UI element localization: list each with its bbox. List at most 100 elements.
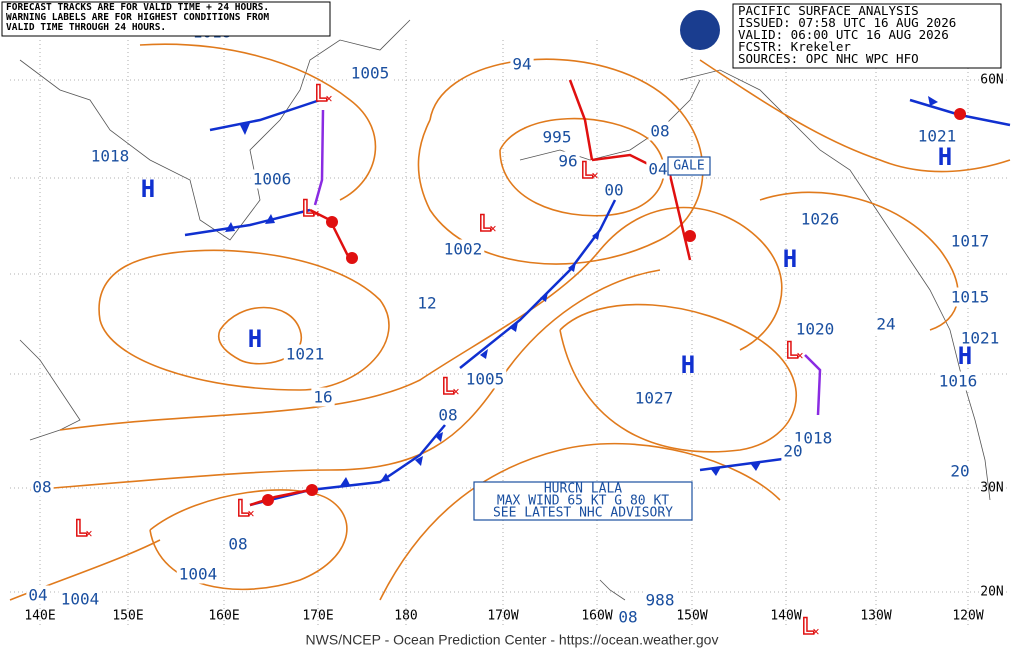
label-backdrop <box>915 126 959 146</box>
isobar-label: 96 <box>558 152 577 171</box>
advisory-line: SEE LATEST NHC ADVISORY <box>493 506 673 521</box>
label-backdrop <box>948 231 992 251</box>
label-backdrop <box>793 319 837 339</box>
gale-warning: GALE <box>673 159 704 174</box>
isobar-label: 24 <box>876 315 895 334</box>
front-barbs <box>225 96 938 486</box>
isobar-label: 1017 <box>951 232 990 251</box>
label-backdrop <box>348 63 392 83</box>
isobar-label: 20 <box>950 462 969 481</box>
longitude-label: 180 <box>394 609 417 624</box>
advisory-line: HURCN LALA <box>544 482 622 497</box>
label-backdrop <box>463 369 507 389</box>
notice-line: WARNING LABELS ARE FOR HIGHEST CONDITION… <box>6 12 269 23</box>
low-center: L <box>801 615 814 640</box>
coastline <box>19 19 991 601</box>
header-box <box>732 3 1002 69</box>
low-center: L <box>236 497 249 522</box>
isobar-label: 1026 <box>801 210 840 229</box>
notice-box <box>1 1 331 37</box>
label-backdrop <box>646 159 670 179</box>
low-center: L <box>478 212 491 237</box>
label-backdrop <box>632 388 676 408</box>
high-center: H <box>141 175 155 203</box>
label-backdrop <box>798 209 842 229</box>
low-mark: × <box>796 349 803 363</box>
longitude-label: 140E <box>24 609 55 624</box>
longitude-label: 170W <box>487 609 518 624</box>
longitude-label: 170E <box>302 609 333 624</box>
label-backdrop <box>510 54 534 74</box>
low-center: L <box>580 159 593 184</box>
warning-box <box>667 156 711 176</box>
low-mark: × <box>325 92 332 106</box>
label-backdrop <box>30 477 54 497</box>
isobar-label: 1018 <box>91 147 130 166</box>
isobar-label: 1004 <box>61 590 100 609</box>
notice-line: VALID TIME THROUGH 24 HOURS. <box>6 22 166 33</box>
isobar-label: 1021 <box>918 127 957 146</box>
label-backdrop <box>226 534 250 554</box>
isobar-label: 04 <box>648 160 667 179</box>
latitude-label: 60N <box>980 73 1003 88</box>
label-backdrop <box>26 585 50 605</box>
header-line: PACIFIC SURFACE ANALYSIS <box>738 3 919 18</box>
label-backdrop <box>602 180 626 200</box>
isobar-label: 08 <box>228 535 247 554</box>
label-backdrop <box>250 169 294 189</box>
low-mark: × <box>812 625 819 639</box>
longitude-label: 140W <box>770 609 801 624</box>
label-backdrop <box>936 371 980 391</box>
advisory-line: MAX WIND 65 KT G 80 KT <box>497 494 669 509</box>
notice-line: FORECAST TRACKS ARE FOR VALID TIME + 24 … <box>6 2 269 13</box>
isobar-label: 16 <box>313 388 332 407</box>
label-backdrop <box>556 151 580 171</box>
label-backdrop <box>436 405 460 425</box>
isobar-label: 1016 <box>939 372 978 391</box>
label-backdrop <box>311 387 335 407</box>
label-backdrop <box>648 121 672 141</box>
occluded-front <box>313 109 325 206</box>
label-backdrop <box>283 344 327 364</box>
isobar-label: 08 <box>618 608 637 627</box>
high-center: H <box>248 325 262 353</box>
high-center: H <box>681 351 695 379</box>
label-backdrop <box>415 293 439 313</box>
isobar-label: 1004 <box>179 565 218 584</box>
label-backdrop <box>874 314 898 334</box>
low-center: L <box>314 82 327 107</box>
labels: 140E 150E 160E 170E 180 170W 160W 150W 140W 130W 1… <box>24 22 1004 641</box>
cold-front <box>184 208 311 237</box>
longitude-label: 150E <box>112 609 143 624</box>
front-bulbs <box>262 108 966 506</box>
label-backdrop <box>176 564 220 584</box>
isobar-label: 988 <box>646 591 675 610</box>
footer: NWS/NCEP - Ocean Prediction Center - htt… <box>306 632 719 648</box>
isobar-label: 12 <box>417 294 436 313</box>
warm-front <box>568 79 594 161</box>
header-line: VALID: 06:00 UTC 16 AUG 2026 <box>738 27 949 42</box>
cold-front <box>459 199 617 369</box>
longitude-label: 160W <box>581 609 612 624</box>
header-line: ISSUED: 07:58 UTC 16 AUG 2026 <box>738 15 956 30</box>
low-center: L <box>785 339 798 364</box>
isobar-label: 20 <box>783 442 802 461</box>
low-mark: × <box>85 527 92 541</box>
isobar-label: 1020 <box>796 320 835 339</box>
isobar-label: 08 <box>438 406 457 425</box>
low-mark: × <box>247 507 254 521</box>
label-backdrop <box>781 441 805 461</box>
cold-front <box>209 98 321 132</box>
isobar-label: 1027 <box>635 389 674 408</box>
isobar-label: 1005 <box>351 64 390 83</box>
longitude-label: 120W <box>952 609 983 624</box>
low-center: L <box>74 517 87 542</box>
low-mark: × <box>591 169 598 183</box>
isobar-label: 08 <box>32 478 51 497</box>
header-line: FCSTR: Krekeler <box>738 39 851 54</box>
header-line: SOURCES: OPC NHC WPC HFO <box>738 51 919 66</box>
warm-front <box>249 488 311 507</box>
low-mark: × <box>312 207 319 221</box>
